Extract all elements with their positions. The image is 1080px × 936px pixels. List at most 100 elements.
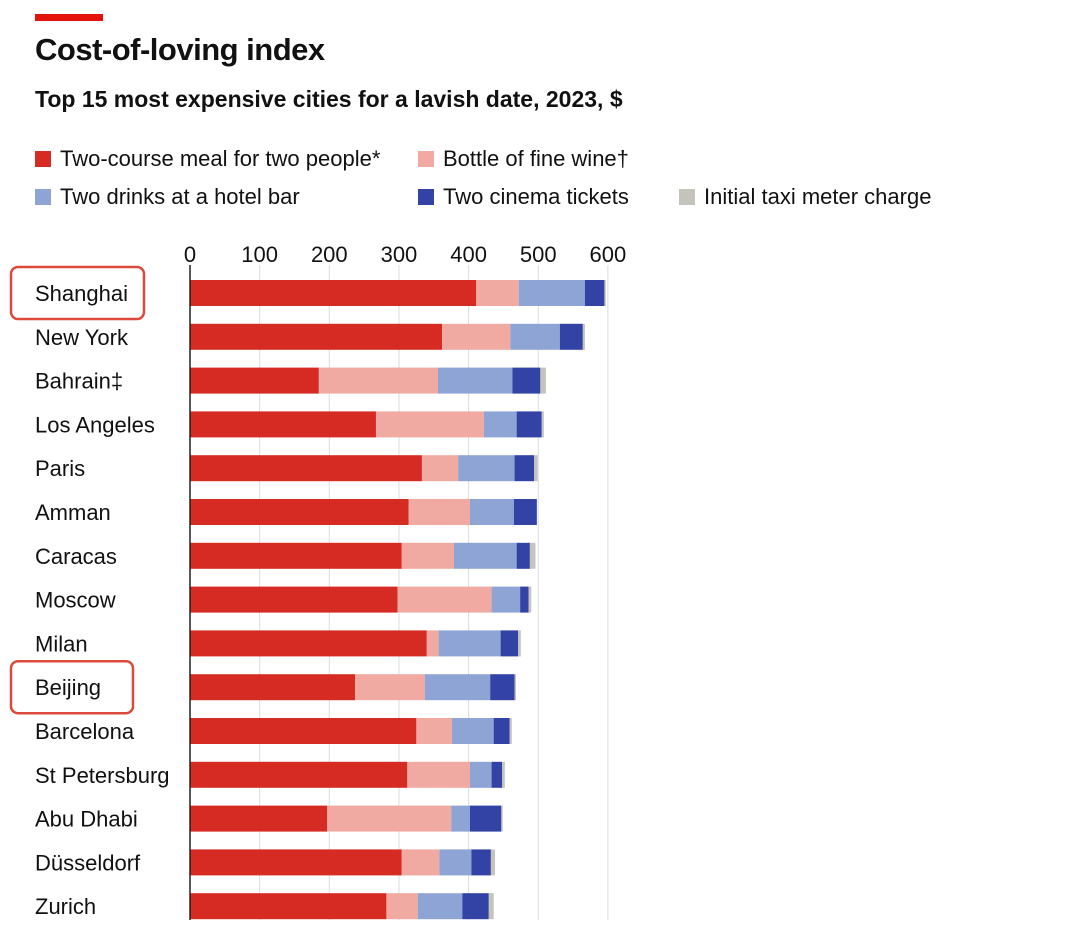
bar-segment-9-0 <box>190 674 356 701</box>
bar-segment-7-1 <box>397 586 492 613</box>
legend-item-wine: Bottle of fine wine† <box>418 146 629 172</box>
legend-item-cinema: Two cinema tickets <box>418 184 629 210</box>
bar-segment-10-4 <box>509 718 512 744</box>
legend-swatch-drinks <box>35 189 51 205</box>
bar-segment-4-4 <box>534 455 538 482</box>
legend-label-drinks: Two drinks at a hotel bar <box>60 184 300 209</box>
legend-item-meal: Two-course meal for two people* <box>35 146 380 172</box>
bar-segment-8-3 <box>500 630 519 657</box>
bar-segment-7-0 <box>190 586 398 613</box>
bar-segment-0-3 <box>584 280 605 306</box>
bar-segment-1-1 <box>442 323 511 350</box>
legend-swatch-cinema <box>418 189 434 205</box>
x-tick-label-600: 600 <box>590 242 627 267</box>
bar-segment-13-0 <box>190 849 402 876</box>
chart-title: Cost-of-loving index <box>35 32 325 67</box>
city-label-10: Barcelona <box>35 719 135 744</box>
legend-label-wine: Bottle of fine wine† <box>443 146 629 171</box>
bar-segment-8-1 <box>426 630 439 657</box>
bar-segment-14-1 <box>386 893 418 920</box>
city-label-13: Düsseldorf <box>35 850 141 875</box>
bar-segment-7-4 <box>528 586 532 613</box>
bar-segment-4-2 <box>458 455 515 482</box>
bar-segment-1-0 <box>190 323 443 350</box>
bar-segment-11-0 <box>190 761 408 788</box>
bar-segment-2-3 <box>512 367 541 394</box>
bar-segment-8-0 <box>190 630 427 657</box>
bar-segment-10-0 <box>190 718 417 744</box>
bar-segment-12-2 <box>451 805 470 832</box>
city-label-11: St Petersburg <box>35 763 170 788</box>
bar-segment-12-3 <box>469 805 502 832</box>
bar-segment-2-2 <box>437 367 513 394</box>
city-label-9: Beijing <box>35 675 101 700</box>
bar-segment-10-2 <box>451 718 494 744</box>
bar-segment-4-0 <box>190 455 422 482</box>
x-tick-label-0: 0 <box>184 242 196 267</box>
bar-segment-0-2 <box>518 280 585 306</box>
bar-segment-1-4 <box>582 323 585 350</box>
x-tick-label-400: 400 <box>450 242 487 267</box>
bar-segment-3-2 <box>483 411 517 438</box>
bar-segment-13-4 <box>490 849 496 876</box>
bar-segment-2-0 <box>190 367 319 394</box>
bar-segment-12-1 <box>327 805 452 832</box>
bar-segment-13-3 <box>471 849 491 876</box>
bar-segment-11-4 <box>502 761 505 788</box>
city-label-0: Shanghai <box>35 281 128 306</box>
bar-segment-5-0 <box>190 499 409 525</box>
bar-segment-8-2 <box>438 630 501 657</box>
bar-segment-5-3 <box>513 499 537 525</box>
legend-swatch-wine <box>418 151 434 167</box>
city-label-12: Abu Dhabi <box>35 807 138 832</box>
bar-segment-6-3 <box>516 542 530 569</box>
x-tick-label-500: 500 <box>520 242 557 267</box>
bar-segment-3-1 <box>375 411 484 438</box>
x-tick-label-300: 300 <box>381 242 418 267</box>
city-label-6: Caracas <box>35 544 117 569</box>
city-label-2: Bahrain‡ <box>35 369 123 394</box>
bar-segment-6-4 <box>529 542 536 569</box>
bar-segment-5-1 <box>408 499 470 525</box>
legend-swatch-meal <box>35 151 51 167</box>
city-label-7: Moscow <box>35 588 116 613</box>
city-label-8: Milan <box>35 631 88 656</box>
legend-label-taxi: Initial taxi meter charge <box>704 184 932 209</box>
city-label-4: Paris <box>35 456 85 481</box>
legend-item-taxi: Initial taxi meter charge <box>679 184 931 210</box>
bar-segment-3-3 <box>516 411 542 438</box>
bar-segment-13-2 <box>439 849 472 876</box>
x-tick-label-200: 200 <box>311 242 348 267</box>
bar-segment-14-0 <box>190 893 387 920</box>
bar-segment-9-1 <box>355 674 425 701</box>
city-label-1: New York <box>35 325 129 350</box>
bar-segment-1-3 <box>559 323 583 350</box>
bar-segment-11-1 <box>407 761 470 788</box>
bar-segment-11-2 <box>469 761 492 788</box>
legend-label-cinema: Two cinema tickets <box>443 184 629 209</box>
bar-segment-6-1 <box>401 542 454 569</box>
bar-segment-14-3 <box>462 893 489 920</box>
bar-segment-14-4 <box>488 893 494 920</box>
bar-segment-12-4 <box>501 805 503 832</box>
bar-segment-6-2 <box>453 542 517 569</box>
highlight-box-9 <box>9 659 135 715</box>
bar-segment-1-2 <box>510 323 560 350</box>
bar-segment-0-4 <box>604 280 606 306</box>
bar-segment-4-3 <box>514 455 535 482</box>
x-tick-label-100: 100 <box>241 242 278 267</box>
chart-subtitle: Top 15 most expensive cities for a lavis… <box>35 86 623 112</box>
bar-segment-11-3 <box>491 761 503 788</box>
bar-segment-9-3 <box>490 674 515 701</box>
bar-segment-0-0 <box>190 280 477 306</box>
bar-segment-3-4 <box>541 411 544 438</box>
legend-item-drinks: Two drinks at a hotel bar <box>35 184 300 210</box>
bar-segment-7-2 <box>491 586 521 613</box>
bar-segment-9-2 <box>424 674 491 701</box>
legend-swatch-taxi <box>679 189 695 205</box>
bar-segment-4-1 <box>421 455 459 482</box>
city-label-5: Amman <box>35 500 111 525</box>
bar-segment-8-4 <box>518 630 521 657</box>
bar-segment-7-3 <box>520 586 529 613</box>
